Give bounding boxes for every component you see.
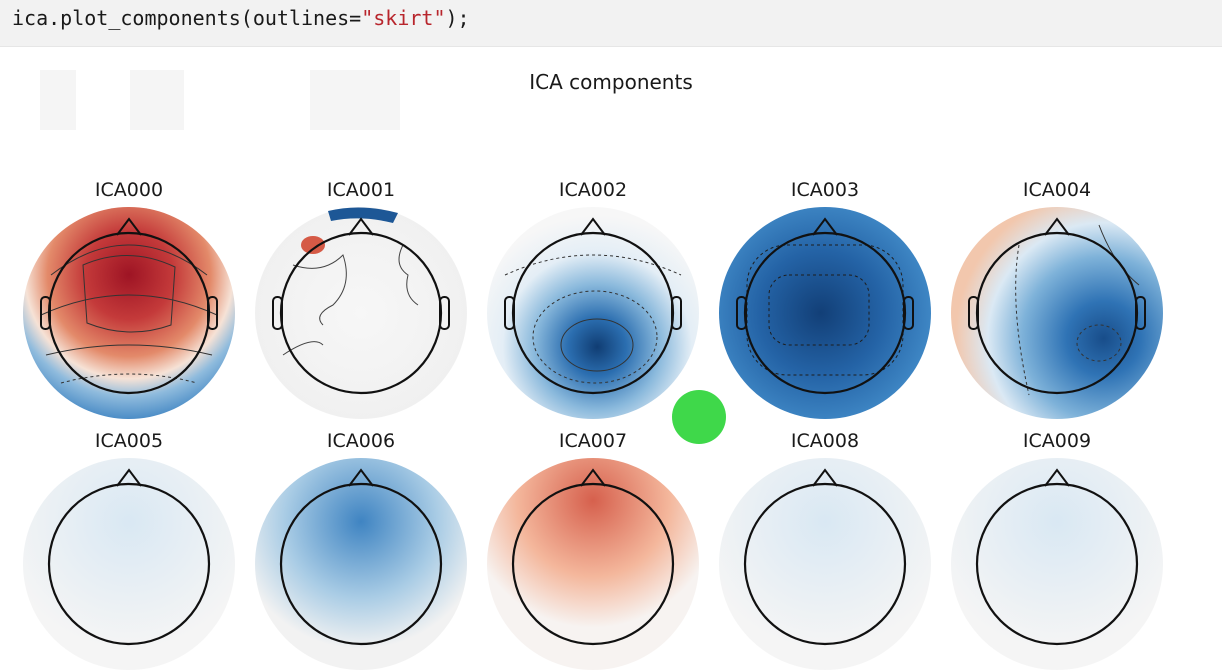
component-label-2: ICA002 — [558, 179, 628, 201]
component-label-3: ICA003 — [790, 179, 860, 201]
topomap-ica008 — [719, 458, 931, 670]
code-suffix: ); — [445, 6, 470, 30]
figure-title: ICA components — [529, 70, 693, 94]
code-cell[interactable]: ica.plot_components(outlines="skirt"); — [0, 0, 1222, 47]
cursor-highlight-dot — [672, 390, 726, 444]
code-line[interactable]: ica.plot_components(outlines="skirt"); — [12, 6, 470, 30]
topomap-ica005 — [23, 458, 235, 670]
code-call: ica.plot_components(outlines= — [12, 6, 362, 30]
topomap-ica006 — [255, 458, 467, 670]
topomap-ica002 — [487, 207, 699, 419]
topomap-ica000 — [23, 207, 235, 419]
faded-background-text — [40, 70, 940, 130]
topomap-ica009 — [951, 458, 1163, 670]
topomap-ica007 — [487, 458, 699, 670]
component-label-6: ICA006 — [326, 430, 396, 452]
topomap-ica001 — [255, 207, 467, 419]
component-label-4: ICA004 — [1022, 179, 1092, 201]
component-label-8: ICA008 — [790, 430, 860, 452]
component-label-0: ICA000 — [94, 179, 164, 201]
code-string-arg: "skirt" — [361, 6, 446, 30]
component-label-5: ICA005 — [94, 430, 164, 452]
component-label-7: ICA007 — [558, 430, 628, 452]
topomap-ica003 — [719, 207, 931, 419]
topomap-ica004 — [951, 207, 1163, 419]
component-label-1: ICA001 — [326, 179, 396, 201]
component-label-9: ICA009 — [1022, 430, 1092, 452]
